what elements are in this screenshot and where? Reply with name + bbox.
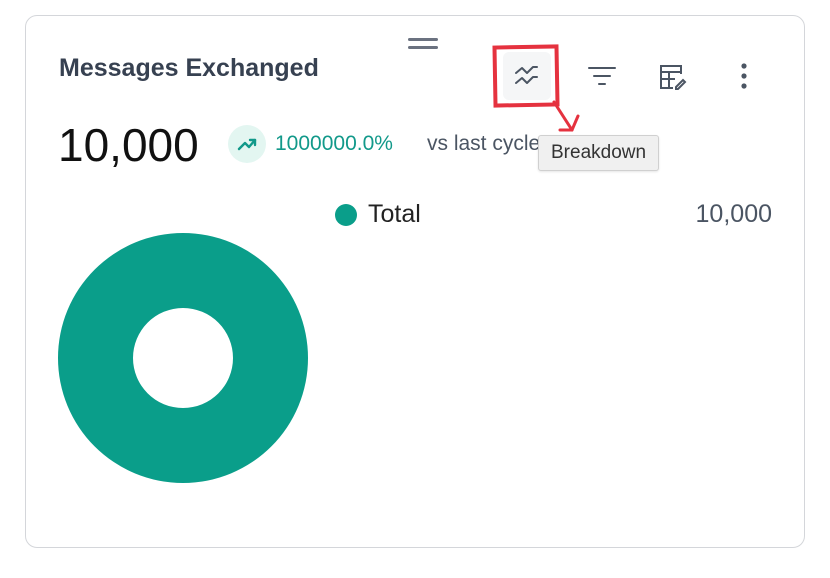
messages-exchanged-card xyxy=(25,15,805,548)
more-vertical-icon xyxy=(741,63,747,89)
trend-badge xyxy=(228,125,266,163)
change-suffix: vs last cycle xyxy=(427,132,541,155)
more-options-button[interactable] xyxy=(720,52,768,100)
breakdown-tooltip: Breakdown xyxy=(538,135,660,171)
filter-button[interactable] xyxy=(578,52,626,100)
donut-chart xyxy=(58,233,308,483)
trending-up-icon xyxy=(237,138,257,151)
card-title: Messages Exchanged xyxy=(59,54,319,82)
breakdown-button[interactable] xyxy=(503,52,551,100)
legend-label-total[interactable]: Total xyxy=(368,200,421,228)
drag-handle-icon[interactable] xyxy=(408,38,438,50)
annotation-arrow-icon xyxy=(552,100,580,132)
annotation-box xyxy=(492,44,560,108)
table-edit-icon xyxy=(660,65,687,90)
filter-icon xyxy=(588,67,616,85)
change-percent: 1000000.0% xyxy=(275,132,393,155)
legend-dot-total xyxy=(335,204,357,226)
breakdown-icon xyxy=(515,66,538,84)
total-value: 10,000 xyxy=(58,119,199,171)
edit-table-button[interactable] xyxy=(648,52,696,100)
legend-value-total: 10,000 xyxy=(695,200,772,228)
donut-slice-total[interactable] xyxy=(58,233,308,483)
